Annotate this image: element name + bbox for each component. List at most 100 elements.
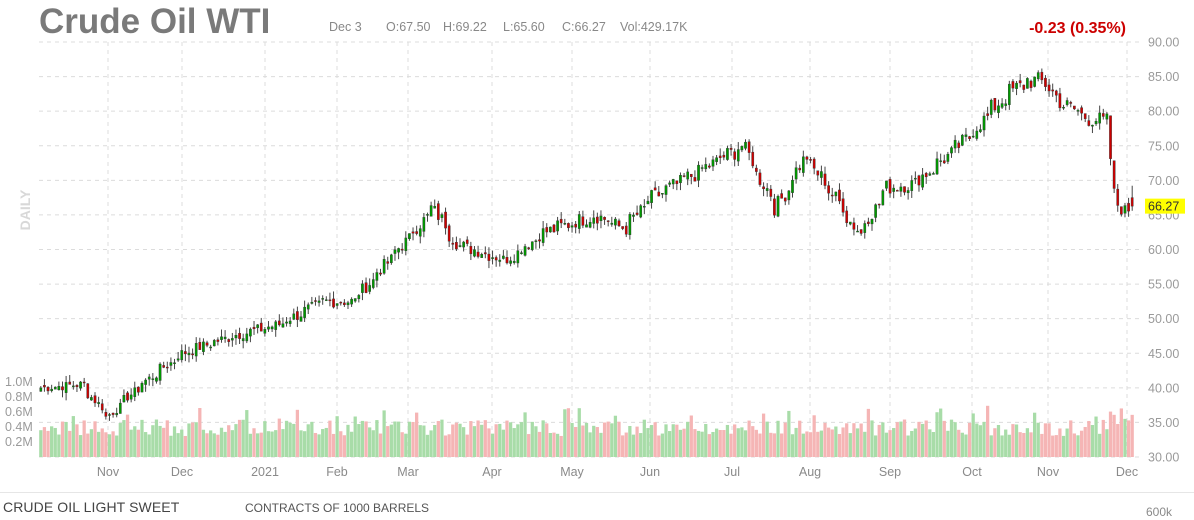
candle-body: [823, 173, 827, 186]
candle-body: [953, 139, 957, 149]
candle-body: [852, 222, 856, 230]
volume-bar: [501, 429, 506, 457]
candle-body: [697, 164, 700, 181]
candle-body: [563, 223, 567, 225]
volume-bar: [689, 415, 693, 457]
candle-body: [556, 220, 559, 232]
volume-bar: [335, 416, 339, 457]
candle-body: [46, 387, 50, 392]
candle-body: [267, 326, 270, 330]
volume-bar: [266, 431, 271, 457]
y-tick-label: 30.00: [1148, 451, 1179, 465]
candle-body: [577, 214, 581, 229]
volume-bar: [1105, 429, 1109, 457]
volume-bar: [462, 427, 466, 457]
candle-body: [408, 233, 411, 240]
candle-body: [715, 157, 718, 162]
volume-bar: [967, 422, 972, 457]
candle-body: [296, 311, 299, 320]
candle-body: [108, 414, 111, 416]
candle-body: [747, 141, 751, 153]
volume-bar: [845, 423, 849, 457]
volume-bar: [812, 415, 816, 457]
volume-bar: [328, 420, 332, 457]
volume-bar: [704, 424, 708, 457]
candle-body: [1112, 160, 1116, 189]
quote-open: O:67.50: [386, 20, 431, 34]
candle-body: [599, 215, 603, 222]
volume-bar: [133, 426, 137, 457]
volume-bar: [555, 433, 560, 457]
candle-body: [512, 260, 516, 263]
volume-bar: [635, 426, 639, 457]
candle-body: [227, 339, 231, 342]
volume-bar: [827, 427, 831, 457]
volume-bar: [621, 435, 625, 457]
quote-low: L:65.60: [503, 20, 545, 34]
volume-bar: [270, 431, 274, 457]
candle-body: [848, 221, 852, 225]
candle-body: [516, 250, 520, 264]
volume-bar: [234, 424, 238, 457]
x-tick-label: Jul: [724, 465, 740, 479]
volume-bar: [1065, 428, 1069, 457]
volume-bar: [574, 426, 578, 457]
x-tick-label: Dec: [1116, 465, 1138, 479]
y-tick-label: 55.00: [1148, 278, 1179, 292]
quote-close: C:66.27: [562, 20, 606, 34]
volume-bar: [1047, 423, 1051, 457]
volume-bar: [53, 427, 57, 457]
candle-body: [440, 214, 444, 218]
volume-bar: [209, 430, 213, 457]
candle-body: [162, 365, 165, 368]
candle-body: [505, 257, 509, 264]
volume-bar: [577, 408, 581, 457]
candle-body: [769, 188, 773, 197]
volume-bar: [241, 419, 245, 457]
candle-body: [310, 301, 314, 304]
candle-body: [194, 343, 198, 357]
volume-bar: [971, 413, 975, 457]
volume-bar: [104, 432, 108, 457]
candle-body: [151, 378, 155, 380]
candle-body: [465, 239, 469, 244]
volume-bar: [97, 431, 101, 457]
candle-body: [635, 212, 639, 215]
volume-bar: [465, 434, 469, 457]
chart-title: Crude Oil WTI: [39, 2, 270, 41]
candle-body: [144, 379, 147, 385]
candle-body: [787, 190, 791, 201]
x-tick-label: Nov: [1037, 465, 1060, 479]
volume-bar: [595, 427, 599, 457]
volume-bar: [541, 420, 545, 457]
candle-body: [708, 165, 711, 168]
candle-body: [917, 175, 921, 186]
period-label: DAILY: [17, 189, 33, 230]
candle-body: [646, 200, 650, 205]
candle-body: [173, 362, 176, 364]
volume-bar: [830, 429, 834, 457]
candle-body: [671, 179, 675, 185]
candle-body: [404, 237, 408, 251]
volume-bar: [1069, 420, 1073, 457]
volume-bar: [248, 433, 253, 457]
candle-body: [903, 186, 906, 193]
volume-bar: [415, 412, 419, 457]
volume-bar: [299, 430, 303, 457]
volume-bar: [664, 424, 668, 457]
last-price-tag-bg: [1145, 198, 1185, 214]
candle-body: [755, 167, 758, 172]
candle-body: [375, 272, 379, 281]
candle-body: [187, 352, 191, 356]
candle-body: [1130, 197, 1134, 207]
volume-bar: [841, 427, 845, 457]
candle-body: [147, 376, 151, 380]
candle-body: [820, 171, 823, 178]
candle-body: [1098, 112, 1101, 124]
volume-bar: [931, 432, 936, 457]
candle-body: [614, 218, 617, 226]
volume-bar: [505, 420, 509, 457]
volume-axis-extra-label: 600k: [1146, 505, 1173, 519]
volume-bar: [324, 427, 328, 457]
candle-body: [451, 242, 455, 245]
